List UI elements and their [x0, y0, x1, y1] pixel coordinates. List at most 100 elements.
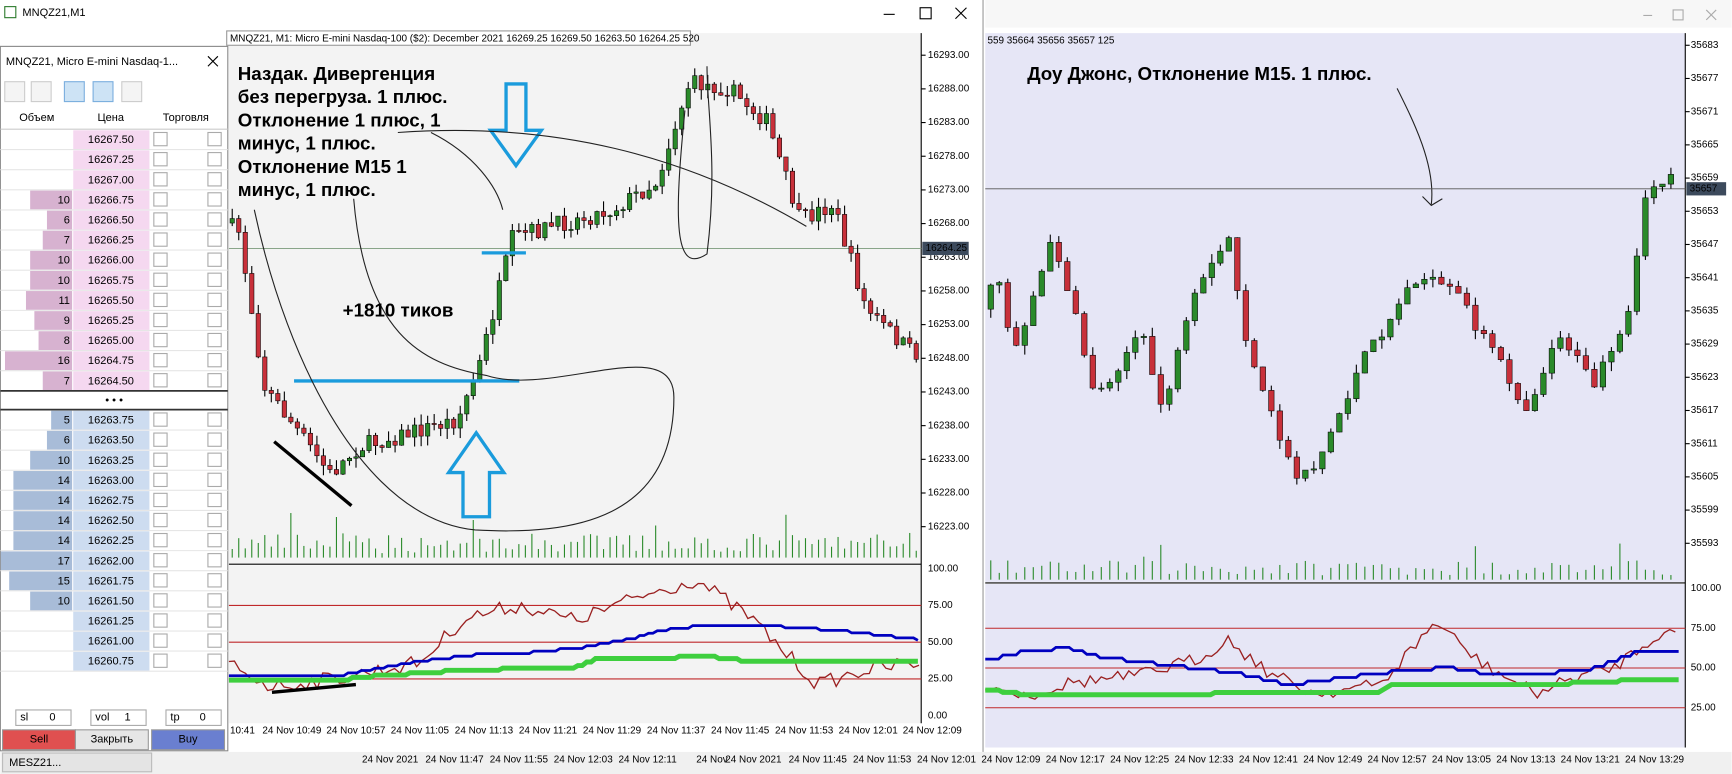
volume: 14 [58, 535, 70, 547]
price: 16267.50 [88, 134, 134, 146]
price-cell [73, 130, 150, 150]
right-chart-area [985, 33, 1686, 582]
order-dropdown[interactable] [207, 152, 222, 167]
order-dropdown[interactable] [207, 192, 222, 207]
order-dropdown[interactable] [207, 432, 222, 447]
order-dropdown[interactable] [207, 292, 222, 308]
order-dropdown[interactable] [207, 613, 222, 628]
order-dropdown[interactable] [153, 352, 168, 368]
separator: • • • [105, 395, 123, 407]
close-button[interactable] [74, 729, 149, 751]
candle-body [789, 170, 795, 204]
order-dropdown[interactable] [207, 472, 222, 488]
order-dropdown[interactable] [207, 373, 222, 388]
order-dropdown[interactable] [207, 633, 222, 648]
candle-body [842, 214, 848, 247]
candle-body [262, 356, 268, 391]
candle-body [275, 393, 281, 402]
order-dropdown[interactable] [153, 553, 168, 568]
order-dropdown[interactable] [207, 553, 222, 568]
order-dropdown[interactable] [207, 212, 222, 227]
order-dropdown[interactable] [153, 292, 168, 308]
buy-button[interactable] [151, 729, 226, 751]
order-dropdown[interactable] [207, 232, 222, 247]
candle-body [294, 421, 300, 429]
toolbar-button[interactable] [92, 81, 114, 103]
candle-body [229, 218, 235, 224]
candle-body [542, 222, 548, 239]
time-tick-label: 24 Nov 11:45 [711, 726, 770, 737]
order-dropdown[interactable] [153, 232, 168, 247]
order-dropdown[interactable] [207, 252, 222, 267]
order-dropdown[interactable] [153, 573, 168, 588]
order-dropdown[interactable] [153, 472, 168, 488]
order-dropdown[interactable] [153, 172, 168, 187]
candle-body [1166, 388, 1173, 405]
candle-body [776, 137, 782, 158]
input-box[interactable] [165, 709, 222, 726]
candle-body [1404, 287, 1411, 305]
order-dropdown[interactable] [153, 131, 168, 147]
candle-body [516, 230, 522, 232]
price-tick-label: 35605 [1691, 472, 1719, 483]
order-dropdown[interactable] [153, 152, 168, 167]
order-dropdown[interactable] [153, 192, 168, 207]
current-price: 35657 [1690, 183, 1718, 194]
order-dropdown[interactable] [207, 653, 222, 668]
order-dropdown[interactable] [207, 593, 222, 608]
order-dropdown[interactable] [153, 373, 168, 388]
toolbar-button[interactable] [4, 81, 26, 103]
order-dropdown[interactable] [153, 332, 168, 348]
order-dropdown[interactable] [207, 452, 222, 467]
order-dropdown[interactable] [153, 613, 168, 628]
order-dropdown[interactable] [207, 272, 222, 287]
candle-body [457, 413, 463, 429]
candle-body [646, 189, 652, 199]
order-dropdown[interactable] [207, 332, 222, 348]
candle-body [750, 106, 756, 114]
order-dropdown[interactable] [207, 172, 222, 187]
order-dropdown[interactable] [207, 131, 222, 147]
candle-body [366, 435, 372, 451]
order-dropdown[interactable] [153, 212, 168, 227]
toolbar-button[interactable] [30, 81, 52, 103]
order-dropdown[interactable] [153, 452, 168, 467]
close-button[interactable] [1705, 9, 1717, 21]
order-dropdown[interactable] [207, 412, 222, 427]
candle-body [1523, 399, 1530, 411]
toolbar-button[interactable] [121, 81, 143, 103]
close-button[interactable] [955, 7, 967, 20]
tab[interactable] [2, 752, 153, 773]
order-dropdown[interactable] [153, 512, 168, 528]
order-dropdown[interactable] [153, 593, 168, 608]
order-dropdown[interactable] [153, 633, 168, 648]
order-dropdown[interactable] [207, 532, 222, 548]
order-dropdown[interactable] [207, 352, 222, 368]
order-dropdown[interactable] [153, 312, 168, 328]
toolbar-button[interactable] [63, 81, 85, 103]
order-dropdown[interactable] [153, 532, 168, 548]
maximize-button[interactable] [1672, 9, 1684, 21]
order-book-close[interactable] [207, 55, 219, 67]
indicator-tick-label: 75.00 [928, 600, 953, 611]
candle-body [288, 416, 294, 423]
input-box[interactable] [15, 709, 72, 726]
candle-body [509, 230, 515, 257]
order-dropdown[interactable] [153, 492, 168, 508]
maximize-button[interactable] [919, 7, 932, 20]
window-title: MNQZ21,M1 [22, 7, 85, 19]
price: 16260.75 [88, 656, 134, 668]
order-dropdown[interactable] [207, 573, 222, 588]
order-dropdown[interactable] [207, 512, 222, 528]
order-dropdown[interactable] [153, 252, 168, 267]
order-dropdown[interactable] [207, 312, 222, 328]
volume: 7 [64, 235, 70, 247]
order-dropdown[interactable] [153, 432, 168, 447]
order-dropdown[interactable] [153, 412, 168, 427]
input-box[interactable] [90, 709, 147, 726]
order-dropdown[interactable] [153, 272, 168, 287]
order-dropdown[interactable] [153, 653, 168, 668]
order-dropdown[interactable] [207, 492, 222, 508]
volume: 15 [58, 575, 70, 587]
